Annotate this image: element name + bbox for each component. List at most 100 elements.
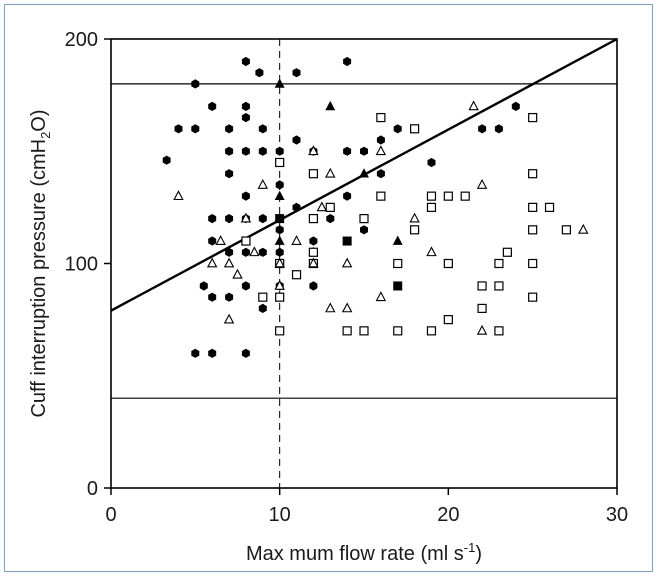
- point-filled-hexagon: [162, 155, 171, 165]
- point-filled-hexagon: [275, 247, 284, 257]
- point-filled-triangle: [359, 168, 369, 178]
- point-open-triangle: [308, 257, 319, 268]
- x-axis-label: Max mum flow rate (ml s-1): [246, 540, 482, 565]
- point-open-triangle: [206, 257, 218, 268]
- point-filled-hexagon: [208, 348, 217, 358]
- point-open-triangle: [274, 279, 285, 290]
- point-open-triangle: [308, 145, 319, 156]
- point-filled-hexagon: [225, 292, 234, 302]
- point-filled-hexagon: [241, 281, 250, 291]
- point-filled-hexagon: [309, 281, 318, 291]
- point-open-triangle: [409, 212, 420, 223]
- point-open-triangle: [426, 246, 437, 257]
- point-filled-hexagon: [174, 124, 183, 134]
- point-filled-hexagon: [376, 169, 385, 179]
- point-filled-triangle: [274, 78, 285, 88]
- point-open-triangle: [223, 313, 235, 324]
- point-filled-hexagon: [225, 146, 234, 156]
- point-open-square: [528, 202, 538, 212]
- point-filled-hexagon: [393, 124, 402, 134]
- point-open-triangle: [240, 212, 252, 223]
- point-open-triangle: [232, 268, 243, 279]
- point-open-square: [426, 326, 437, 336]
- point-filled-hexagon: [208, 214, 217, 224]
- point-filled-hexagon: [208, 292, 217, 302]
- point-open-square: [275, 326, 285, 336]
- point-filled-hexagon: [258, 247, 267, 257]
- point-open-square: [477, 303, 487, 313]
- plot-area-border: [110, 38, 618, 489]
- point-filled-square: [393, 281, 403, 291]
- point-open-triangle: [215, 235, 226, 245]
- point-filled-hexagon: [360, 225, 368, 235]
- point-filled-hexagon: [225, 124, 234, 134]
- x-tick-label: 30: [606, 504, 628, 526]
- point-open-triangle: [316, 201, 328, 212]
- point-filled-hexagon: [258, 124, 267, 134]
- point-open-square: [460, 191, 470, 201]
- point-open-square: [477, 281, 487, 291]
- point-filled-hexagon: [292, 135, 301, 145]
- point-open-square: [528, 112, 538, 123]
- y-axis-label: Cuff interruption pressure (cmH2O): [28, 109, 53, 417]
- point-open-square: [528, 225, 538, 235]
- point-open-triangle: [325, 302, 336, 313]
- y-tick-label: 200: [65, 29, 98, 51]
- point-filled-hexagon: [191, 124, 200, 134]
- point-open-triangle: [375, 291, 387, 302]
- point-filled-hexagon: [275, 180, 284, 190]
- point-filled-hexagon: [275, 225, 284, 235]
- point-filled-hexagon: [258, 214, 267, 224]
- point-open-triangle: [249, 246, 260, 257]
- point-open-square: [443, 191, 453, 201]
- point-open-square: [241, 236, 251, 246]
- point-filled-hexagon: [241, 101, 250, 111]
- point-filled-hexagon: [241, 146, 250, 156]
- point-open-square: [494, 258, 504, 269]
- point-open-square: [528, 169, 538, 179]
- point-filled-hexagon: [376, 135, 385, 145]
- point-open-square: [494, 326, 504, 336]
- point-open-square: [308, 247, 318, 257]
- scatter-chart: 0 10 20 30 0 100 200 Max mum flow rate (ml s-1…: [28, 29, 628, 565]
- point-open-triangle: [291, 235, 302, 245]
- point-open-square: [308, 214, 318, 224]
- point-filled-hexagon: [225, 247, 234, 257]
- point-filled-hexagon: [478, 124, 487, 134]
- point-filled-hexagon: [241, 191, 250, 201]
- point-open-square: [291, 270, 302, 280]
- point-open-triangle: [341, 257, 353, 268]
- point-open-triangle: [341, 302, 353, 313]
- point-open-triangle: [274, 257, 285, 268]
- point-filled-hexagon: [275, 146, 284, 156]
- point-filled-hexagon: [494, 124, 503, 134]
- point-open-square: [544, 202, 555, 212]
- point-filled-hexagon: [309, 236, 318, 246]
- point-open-square: [376, 191, 386, 201]
- point-filled-hexagon: [292, 202, 301, 212]
- point-open-triangle: [257, 178, 269, 189]
- point-filled-hexagon: [241, 56, 250, 67]
- point-open-square: [376, 112, 386, 123]
- point-open-triangle: [476, 178, 488, 189]
- point-filled-square: [342, 236, 352, 246]
- point-open-triangle: [468, 100, 479, 111]
- x-tick-label: 10: [269, 504, 291, 526]
- point-filled-hexagon: [199, 281, 208, 291]
- point-open-triangle: [375, 145, 387, 156]
- point-open-square: [443, 315, 453, 325]
- point-filled-hexagon: [208, 101, 217, 111]
- chart-frame: 0 10 20 30 0 100 200 Max mum flow rate (ml s-1…: [4, 4, 653, 572]
- point-filled-triangle: [274, 190, 285, 200]
- point-open-square: [528, 292, 538, 302]
- point-open-square: [426, 191, 437, 201]
- point-filled-hexagon: [255, 68, 264, 78]
- point-open-square: [443, 258, 453, 269]
- point-open-square: [258, 292, 268, 302]
- point-open-square: [426, 202, 437, 212]
- point-open-square: [275, 292, 285, 302]
- point-filled-hexagon: [360, 146, 368, 156]
- point-open-square: [393, 258, 403, 269]
- y-tick-label: 100: [65, 254, 98, 276]
- point-open-square: [275, 157, 285, 168]
